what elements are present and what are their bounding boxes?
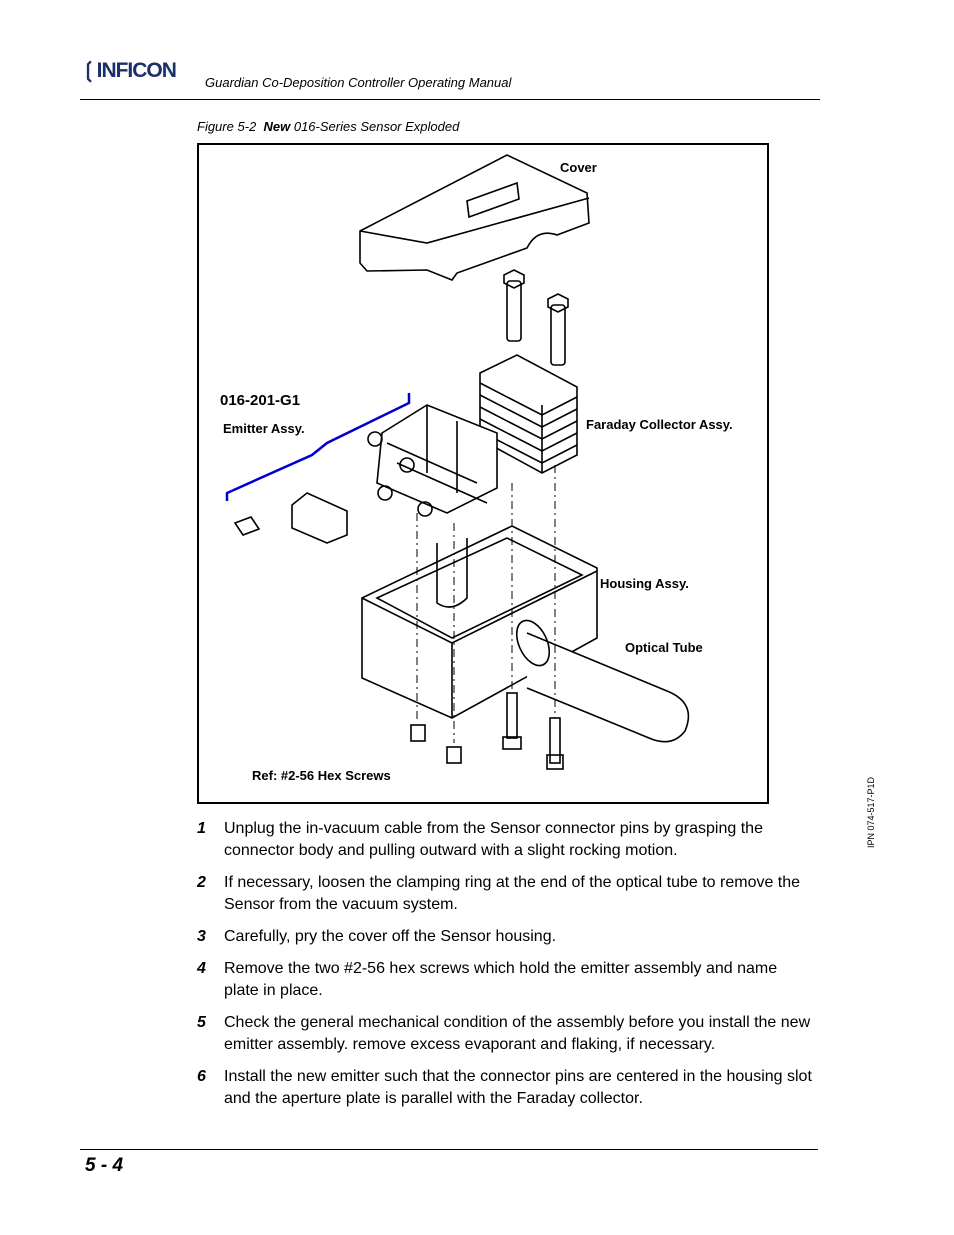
step-number: 4 [197, 960, 206, 977]
steps: 1 Unplug the in-vacuum cable from the Sen… [197, 818, 817, 1120]
label-cover: Cover [560, 160, 597, 175]
label-housing: Housing Assy. [600, 576, 689, 591]
label-screws: Ref: #2-56 Hex Screws [252, 768, 391, 783]
step: 5 Check the general mechanical condition … [197, 1012, 817, 1056]
label-emitter: Emitter Assy. [223, 421, 305, 436]
label-faraday: Faraday Collector Assy. [586, 417, 733, 432]
step: 6 Install the new emitter such that the c… [197, 1066, 817, 1110]
logo: ❲INFICON [80, 59, 177, 82]
caption-text: 016-Series Sensor Exploded [293, 119, 460, 134]
step: 4 Remove the two #2-56 hex screws which h… [197, 958, 817, 1002]
step-text: Check the general mechanical condition o… [224, 1014, 811, 1053]
header-rule [80, 99, 820, 100]
step: 2 If necessary, loosen the clamping ring … [197, 872, 817, 916]
figure-caption: Figure 5-2 New 016-Series Sensor Explode… [197, 119, 459, 134]
figure: Cover 016-201-G1 Emitter Assy. Faraday C… [197, 143, 769, 804]
caption-label: Figure 5-2 [197, 119, 257, 134]
step-number: 5 [197, 1014, 206, 1031]
header-title: Guardian Co-Deposition Controller Operat… [205, 75, 512, 90]
label-part-number: 016-201-G1 [220, 392, 300, 409]
label-tube: Optical Tube [625, 640, 703, 655]
step-text: If necessary, loosen the clamping ring a… [224, 874, 801, 913]
step-text: Remove the two #2-56 hex screws which ho… [224, 960, 778, 999]
step-number: 6 [197, 1068, 206, 1085]
step-number: 2 [197, 874, 206, 891]
step-number: 1 [197, 820, 206, 837]
illustration [233, 154, 690, 770]
caption-emphasis: New [263, 119, 291, 134]
logo-text: INFICON [96, 59, 177, 82]
step-text: Install the new emitter such that the co… [224, 1068, 812, 1107]
step-text: Unplug the in-vacuum cable from the Sens… [224, 820, 763, 859]
step: 1 Unplug the in-vacuum cable from the Sen… [197, 818, 817, 862]
side-note: IPN 074-517-P1D [866, 776, 876, 848]
step-text: Carefully, pry the cover off the Sensor … [224, 928, 557, 945]
footer-rule [80, 1149, 818, 1150]
step-number: 3 [197, 928, 206, 945]
step: 3 Carefully, pry the cover off the Sensor… [197, 926, 817, 948]
page-number: 5 - 4 [85, 1155, 124, 1176]
emitter-bracket [225, 393, 411, 501]
